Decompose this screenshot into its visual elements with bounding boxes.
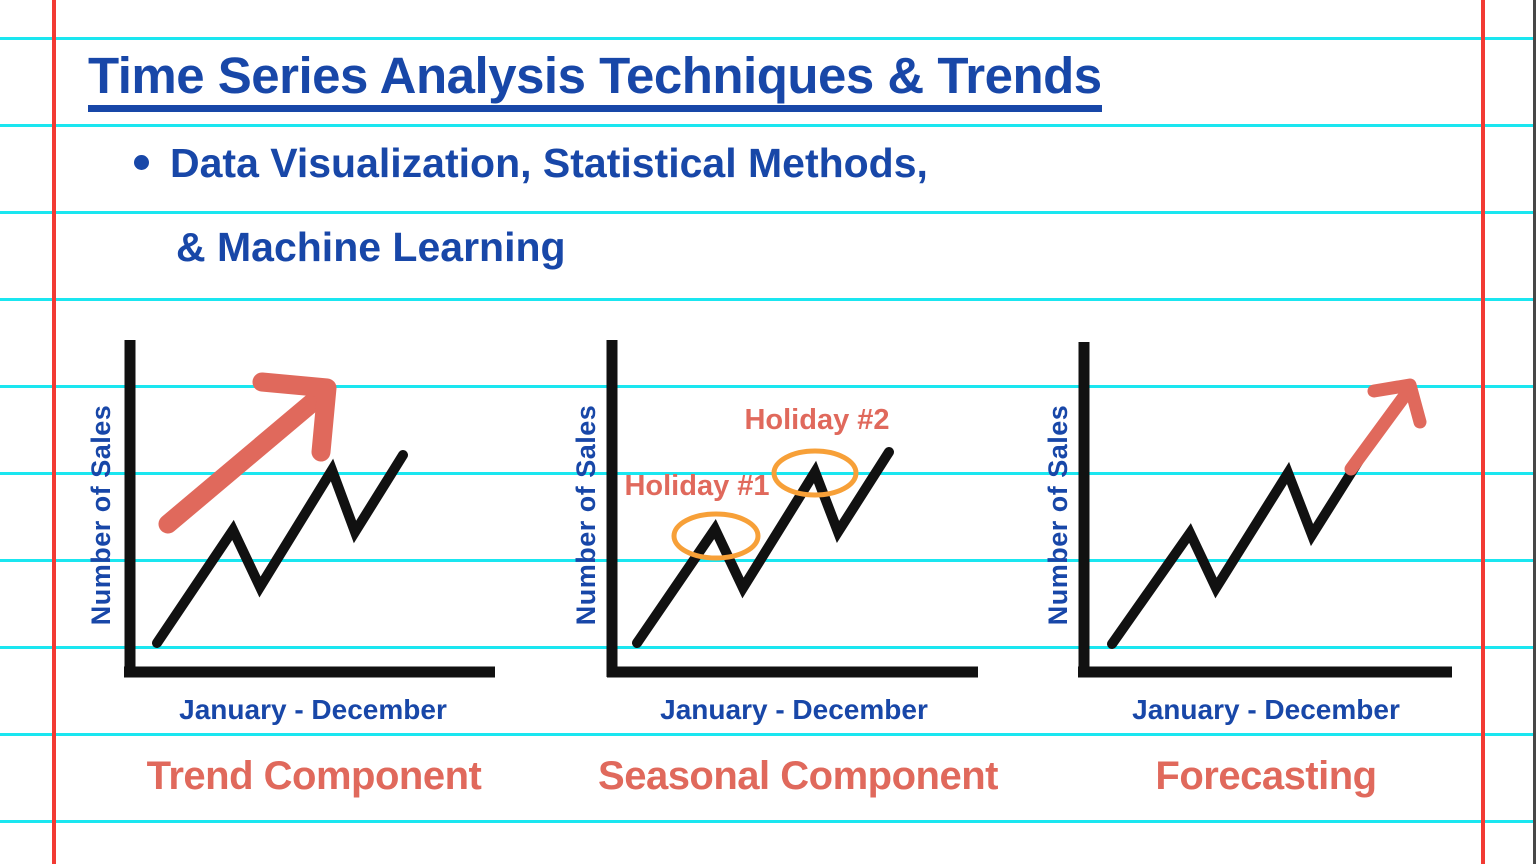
bullet-dot-icon bbox=[134, 155, 149, 170]
holiday-1-circle-icon bbox=[671, 511, 761, 561]
holiday-2-circle-icon bbox=[771, 448, 859, 498]
page-title: Time Series Analysis Techniques & Trends bbox=[88, 49, 1102, 112]
seasonal-chart-figure bbox=[606, 340, 978, 678]
bullet-text-line-1: Data Visualization, Statistical Methods, bbox=[170, 140, 928, 186]
forecast-arrow-shaft-icon bbox=[1344, 387, 1413, 476]
trend-sales-line bbox=[152, 450, 408, 648]
forecast-arrow-head-icon bbox=[1367, 378, 1427, 429]
holiday-2-label: Holiday #2 bbox=[744, 404, 890, 436]
right-margin-line bbox=[1481, 0, 1485, 864]
trend-chart-caption: Trend Component bbox=[146, 754, 482, 798]
forecast-chart-figure bbox=[1078, 342, 1452, 678]
trend-arrow-head-icon bbox=[252, 372, 337, 462]
forecast-y-axis-label: Number of Sales bbox=[1043, 404, 1073, 626]
seasonal-x-axis-label: January - December bbox=[660, 694, 928, 725]
forecast-chart-caption: Forecasting bbox=[1155, 754, 1377, 798]
left-margin-line bbox=[52, 0, 56, 864]
seasonal-y-axis-label: Number of Sales bbox=[571, 404, 601, 626]
holiday-1-label: Holiday #1 bbox=[624, 470, 770, 502]
trend-arrow-shaft-icon bbox=[158, 386, 330, 534]
trend-chart-figure bbox=[124, 340, 495, 678]
seasonal-chart-caption: Seasonal Component bbox=[598, 754, 998, 798]
trend-x-axis-label: January - December bbox=[179, 694, 447, 725]
bullet-item: Data Visualization, Statistical Methods, bbox=[134, 140, 928, 186]
bullet-text-line-2: & Machine Learning bbox=[176, 224, 566, 270]
trend-y-axis-label: Number of Sales bbox=[86, 404, 116, 626]
forecast-x-axis-label: January - December bbox=[1132, 694, 1400, 725]
forecast-sales-line bbox=[1107, 457, 1363, 649]
page-right-edge bbox=[1533, 0, 1536, 864]
seasonal-sales-line bbox=[632, 447, 894, 648]
